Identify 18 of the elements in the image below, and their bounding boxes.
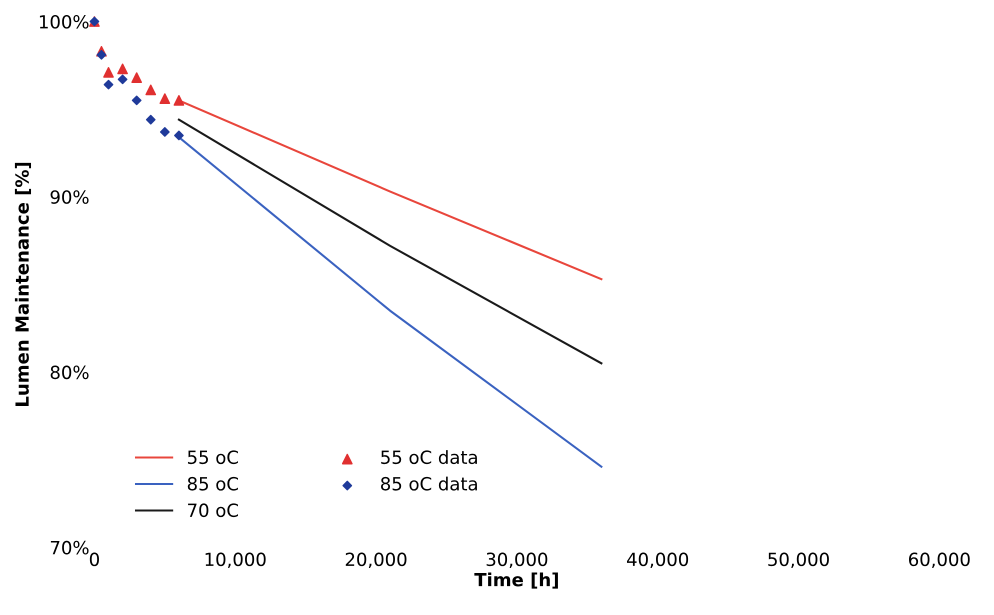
x-tick-label: 60,000	[909, 552, 970, 568]
x-tick-label: 0	[90, 552, 99, 566]
x-tick-label: 20,000	[346, 552, 406, 568]
x-axis-title: Time [h]	[474, 572, 558, 589]
x-tick-label: 10,000	[206, 552, 266, 568]
y-tick-label: 70%	[50, 540, 89, 554]
legend-label: 85 oC	[188, 476, 238, 491]
x-tick-label: 40,000	[626, 552, 688, 568]
x-tick-label: 30,000	[486, 552, 548, 568]
y-tick-label: 80%	[50, 366, 89, 380]
legend-label: 55 oC	[188, 450, 238, 464]
legend-label: 55 oC data	[381, 450, 477, 464]
y-tick-label: 90%	[50, 190, 89, 204]
x-tick-label: 50,000	[768, 552, 829, 568]
y-tick-label: 100%	[40, 14, 89, 29]
y-axis-title: Lumen Maintenance [%]	[14, 162, 32, 406]
legend-label: 70 oC	[188, 503, 238, 518]
legend-label: 85 oC data	[381, 476, 477, 491]
